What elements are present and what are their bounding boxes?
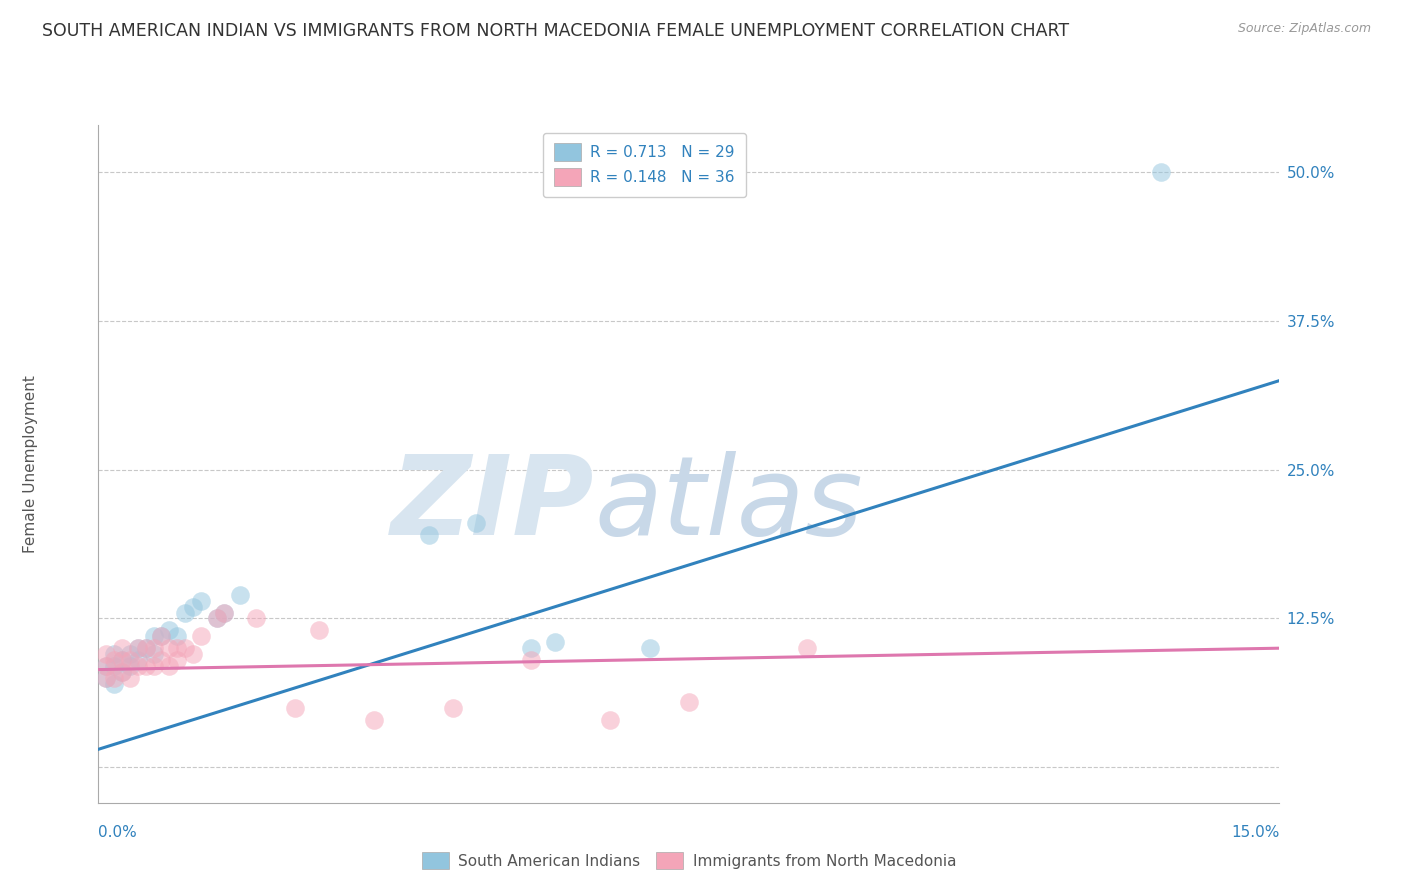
Point — [103, 671, 125, 685]
Point — [166, 629, 188, 643]
Point — [142, 629, 165, 643]
Point — [308, 624, 330, 638]
Point — [638, 641, 661, 656]
Point — [157, 624, 180, 638]
Point — [111, 641, 134, 656]
Point — [214, 606, 236, 620]
Text: atlas: atlas — [595, 451, 863, 558]
Point — [174, 641, 197, 656]
Point — [111, 653, 134, 667]
Point — [150, 629, 173, 643]
Point — [96, 659, 118, 673]
Point — [245, 611, 267, 625]
Point — [599, 713, 621, 727]
Point — [96, 671, 118, 685]
Point — [127, 659, 149, 673]
Point — [135, 659, 157, 673]
Point — [229, 588, 252, 602]
Point — [103, 677, 125, 691]
Point — [150, 653, 173, 667]
Point — [363, 713, 385, 727]
Legend: R = 0.713   N = 29, R = 0.148   N = 36: R = 0.713 N = 29, R = 0.148 N = 36 — [543, 133, 745, 197]
Point — [520, 653, 543, 667]
Point — [96, 659, 118, 673]
Text: 0.0%: 0.0% — [98, 825, 138, 840]
Point — [135, 641, 157, 656]
Point — [127, 653, 149, 667]
Point — [135, 641, 157, 656]
Point — [284, 700, 307, 714]
Point — [157, 659, 180, 673]
Point — [1150, 165, 1173, 179]
Point — [142, 659, 165, 673]
Point — [157, 641, 180, 656]
Point — [127, 641, 149, 656]
Point — [150, 629, 173, 643]
Point — [111, 665, 134, 679]
Text: Source: ZipAtlas.com: Source: ZipAtlas.com — [1237, 22, 1371, 36]
Point — [190, 629, 212, 643]
Point — [118, 653, 141, 667]
Legend: South American Indians, Immigrants from North Macedonia: South American Indians, Immigrants from … — [416, 846, 962, 875]
Point — [118, 647, 141, 661]
Point — [520, 641, 543, 656]
Point — [418, 528, 440, 542]
Point — [190, 593, 212, 607]
Point — [103, 647, 125, 661]
Point — [96, 671, 118, 685]
Point — [127, 641, 149, 656]
Point — [111, 665, 134, 679]
Point — [166, 641, 188, 656]
Text: 15.0%: 15.0% — [1232, 825, 1279, 840]
Point — [796, 641, 818, 656]
Point — [118, 659, 141, 673]
Text: SOUTH AMERICAN INDIAN VS IMMIGRANTS FROM NORTH MACEDONIA FEMALE UNEMPLOYMENT COR: SOUTH AMERICAN INDIAN VS IMMIGRANTS FROM… — [42, 22, 1070, 40]
Point — [166, 653, 188, 667]
Text: Female Unemployment: Female Unemployment — [24, 375, 38, 553]
Point — [118, 671, 141, 685]
Point — [103, 659, 125, 673]
Point — [214, 606, 236, 620]
Point — [111, 653, 134, 667]
Point — [544, 635, 567, 649]
Point — [205, 611, 228, 625]
Point — [96, 647, 118, 661]
Point — [142, 641, 165, 656]
Point — [181, 647, 204, 661]
Text: ZIP: ZIP — [391, 451, 595, 558]
Point — [181, 599, 204, 614]
Point — [205, 611, 228, 625]
Point — [103, 653, 125, 667]
Point — [142, 647, 165, 661]
Point — [441, 700, 464, 714]
Point — [174, 606, 197, 620]
Point — [465, 516, 488, 531]
Point — [678, 695, 700, 709]
